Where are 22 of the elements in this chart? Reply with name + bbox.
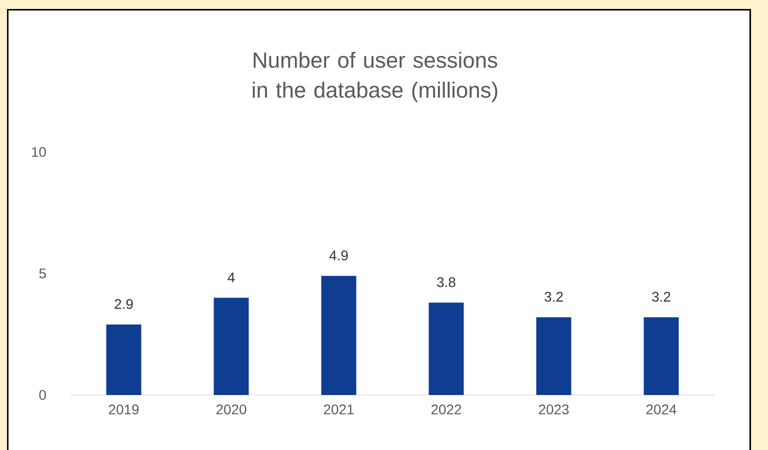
data-label: 3.2	[544, 292, 563, 302]
bar	[214, 298, 249, 395]
bar	[536, 317, 572, 395]
data-label: 3.8	[437, 277, 456, 288]
x-tick-label: 2019	[108, 404, 139, 414]
x-tick-label: 2023	[538, 404, 569, 414]
bar	[644, 317, 679, 395]
x-tick-label: 2021	[324, 404, 354, 414]
x-tick-label: 2024	[646, 404, 676, 414]
data-label: 3.2	[652, 292, 670, 302]
x-tick-label: 2022	[431, 404, 462, 414]
bar	[106, 324, 142, 395]
bar	[321, 276, 356, 395]
data-label: 4.9	[329, 250, 348, 260]
bar	[428, 302, 464, 395]
chart-title: Number of user sessions in the database (millions)	[252, 52, 498, 102]
data-label: 4	[228, 272, 235, 282]
y-tick-label: 5	[39, 268, 46, 278]
y-tick-label: 10	[32, 147, 46, 157]
data-label: 2.9	[114, 299, 133, 309]
y-tick-label: 0	[39, 390, 46, 400]
x-tick-label: 2020	[216, 404, 246, 414]
